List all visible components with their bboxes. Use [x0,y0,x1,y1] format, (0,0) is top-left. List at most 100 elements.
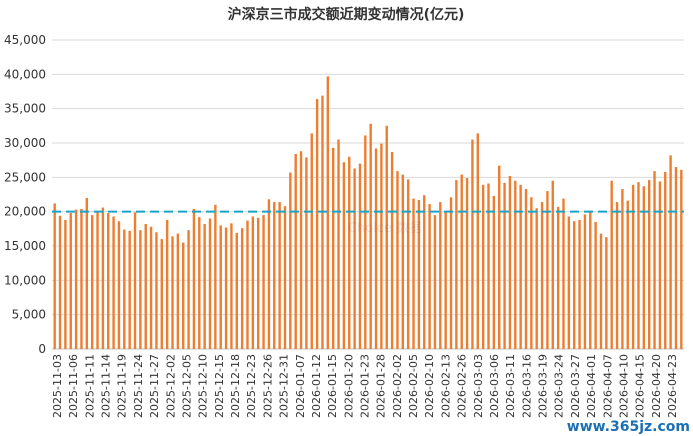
bar [310,133,313,349]
bar [96,210,99,349]
x-tick-label: 2025-11-19 [116,354,129,418]
x-tick-label: 2025-12-05 [180,354,193,418]
bar [498,165,501,349]
y-tick-label: 20,000 [4,205,46,219]
bar [107,213,110,349]
bar [101,207,105,349]
bar [487,183,490,349]
x-tick-label: 2025-12-18 [229,354,242,418]
bar [294,153,297,349]
x-tick-label: 2026-02-26 [456,354,469,418]
bar [605,237,608,349]
bar [417,199,421,349]
chart-title: 沪深京三市成交额近期变动情况(亿元) [228,6,465,23]
bar [283,206,287,349]
bar [374,148,378,349]
bar [160,239,163,349]
bar [546,191,549,349]
bar [562,198,565,349]
bar [230,223,233,349]
y-tick-label: 30,000 [4,136,46,150]
bar [524,189,528,349]
bar [589,210,592,349]
x-tick-label: 2026-02-13 [439,354,452,418]
bar [519,184,522,349]
bar [412,198,415,349]
bar [680,169,683,349]
bar [257,217,260,349]
bar [144,224,147,349]
bar [64,219,67,349]
bar [406,179,410,349]
x-tick-label: 2026-02-10 [423,354,436,418]
y-tick-label: 45,000 [4,33,46,47]
bar [615,202,619,349]
bar [631,184,635,349]
bar [53,203,56,349]
y-tick-label: 0 [38,342,46,356]
bar [642,186,646,349]
bar [551,180,554,349]
bar [578,219,581,349]
x-tick-label: 2025-11-24 [132,354,145,418]
x-tick-label: 2026-04-07 [601,354,614,418]
bar [123,229,126,349]
bar [637,182,640,349]
x-tick-label: 2025-11-27 [148,354,161,418]
bar [176,233,180,349]
y-tick-label: 5,000 [12,308,46,322]
bar [224,227,228,349]
bar [535,208,538,349]
bar [583,214,587,349]
bar [128,230,131,349]
bar [385,125,388,349]
bar [299,151,303,349]
x-tick-label: 2025-12-15 [213,354,226,418]
x-axis: 2025-11-03 2025-11-06 2025-11-11 2025-11-14… [51,354,679,418]
bar [396,171,399,349]
bar [235,232,238,349]
x-tick-label: 2026-03-24 [553,354,566,418]
bar [573,221,576,349]
bar [165,219,169,349]
x-tick-label: 2026-03-06 [488,354,501,418]
x-tick-label: 2025-12-10 [197,354,210,418]
bar [273,202,276,349]
bar [653,171,656,349]
bar [58,215,62,349]
bar [353,168,356,349]
bar [449,197,453,349]
bar [321,95,324,350]
bar [171,236,174,349]
x-tick-label: 2026-01-20 [342,354,355,418]
x-tick-label: 2026-01-12 [310,354,323,418]
chart-watermark: Choice 数据 [348,221,422,236]
bar [401,174,405,349]
bar [514,180,517,349]
bar [369,123,372,350]
x-tick-label: 2026-01-23 [359,354,372,418]
bar [471,139,474,349]
bar [192,208,196,349]
y-tick-label: 15,000 [4,239,46,253]
bar [465,178,469,349]
bar [80,208,83,349]
x-tick-label: 2025-11-06 [67,354,80,418]
bar [476,133,479,349]
x-tick-label: 2026-02-02 [391,354,404,418]
bar-series [53,76,683,350]
bar [460,174,463,349]
bar [267,199,271,349]
bar [481,184,485,349]
x-tick-label: 2026-03-27 [569,354,582,418]
bar [669,155,672,349]
bar [278,202,281,349]
x-tick-label: 2026-02-05 [407,354,420,418]
x-tick-label: 2026-03-03 [472,354,485,418]
bar [90,215,94,349]
bar [198,217,201,349]
bar [674,167,678,349]
bar [262,215,265,349]
bar [326,76,330,349]
x-tick-label: 2026-04-01 [585,354,598,418]
